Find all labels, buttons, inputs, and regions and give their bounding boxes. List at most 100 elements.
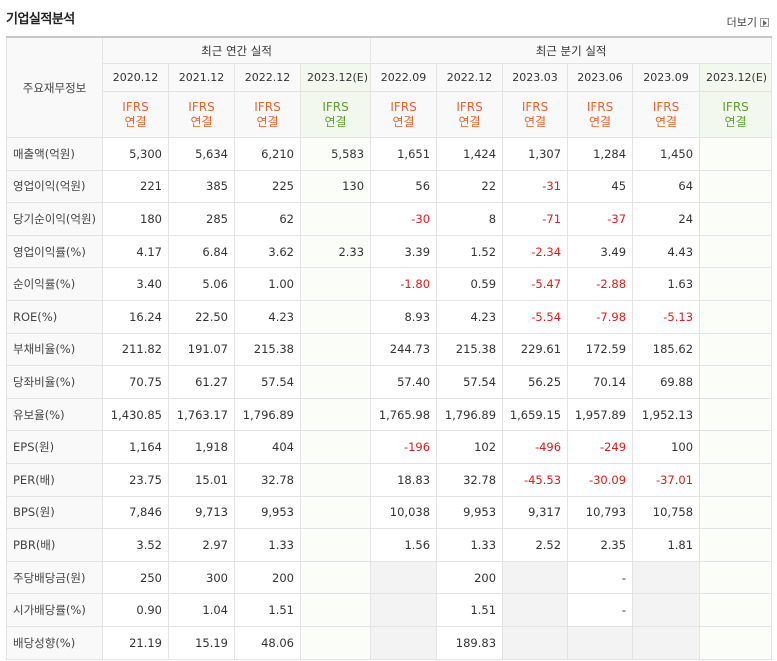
value-cell: 1,763.17	[168, 397, 235, 432]
period-header: 2023.03	[502, 63, 569, 92]
value-cell: 1,796.89	[234, 397, 301, 432]
value-cell: 2.35	[567, 528, 634, 562]
value-cell: 5,583	[299, 137, 372, 171]
accounting-standard: IFRS	[456, 99, 483, 114]
value-cell: -7.98	[567, 299, 634, 334]
value-cell: 8	[436, 202, 504, 236]
row-label: 주당배당금(원)	[6, 560, 103, 595]
row-label: 배당성향(%)	[6, 625, 103, 660]
value-cell: 5,634	[168, 137, 235, 171]
value-cell: -	[567, 593, 634, 627]
value-cell: 4.43	[632, 234, 701, 269]
data-row: PER(배) 23.75 15.01 32.78 18.83 32.78 -45.53 -30…	[6, 462, 773, 497]
data-row: 유보율(%) 1,430.85 1,763.17 1,796.89 1,765.98 1,…	[6, 397, 773, 432]
more-icon[interactable]	[760, 17, 769, 27]
header-row: 2020.12 2021.12 2022.12 2023.12(E) 2022.09 20…	[7, 63, 773, 92]
consolidation-type: 연결	[589, 114, 612, 129]
empty-cell	[299, 332, 372, 367]
value-cell: 5,300	[102, 137, 169, 171]
value-cell: -30.09	[567, 462, 634, 497]
value-cell: 3.52	[102, 528, 169, 562]
consolidation-type: 연결	[124, 114, 147, 129]
data-row: PBR(배) 3.52 2.97 1.33 1.56 1.33 2.52 2.35 1.81	[6, 528, 773, 562]
empty-cell	[370, 593, 438, 627]
value-cell: 15.19	[168, 625, 235, 660]
value-cell: 1,765.98	[370, 397, 438, 432]
value-cell: 2.33	[299, 234, 372, 269]
value-cell: 21.19	[102, 625, 169, 660]
corner-header: 주요재무정보	[6, 36, 103, 138]
empty-cell	[299, 593, 372, 627]
value-cell: 189.83	[436, 625, 504, 660]
section-title: 기업실적분석	[6, 12, 75, 27]
row-label: BPS(원)	[6, 495, 103, 530]
empty-cell	[299, 462, 372, 497]
financial-table: 주요재무정보 최근 연간 실적 최근 분기 실적 2020.12 2021.12 2022…	[6, 36, 773, 660]
accounting-standard: IFRS	[586, 99, 614, 114]
row-label: PBR(배)	[6, 528, 103, 562]
row-label: PER(배)	[6, 462, 103, 497]
row-label: 당좌비율(%)	[6, 365, 103, 399]
value-cell: 1,957.89	[567, 397, 634, 432]
value-cell: 0.90	[102, 593, 169, 627]
value-cell: 4.17	[102, 234, 169, 269]
value-cell: 4.23	[436, 299, 504, 334]
value-cell: 56.25	[502, 365, 569, 399]
value-cell: 1,796.89	[436, 397, 504, 432]
consolidation-type: 연결	[324, 114, 347, 129]
accounting-standard: IFRS	[122, 99, 149, 114]
value-cell: 70.14	[567, 365, 634, 399]
value-cell: 1,918	[168, 430, 235, 464]
more-link[interactable]: 더보기	[727, 14, 769, 30]
basis-header: IFRS 연결	[102, 91, 169, 138]
value-cell: -30	[370, 202, 438, 236]
value-cell: 64	[632, 169, 701, 204]
value-cell: 22.50	[168, 299, 235, 334]
value-cell: -5.54	[502, 299, 569, 334]
value-cell: 2.97	[168, 528, 235, 562]
consolidation-type: 연결	[392, 114, 415, 129]
empty-cell	[699, 625, 773, 660]
value-cell: 70.75	[102, 365, 169, 399]
value-cell: 215.38	[234, 332, 301, 367]
empty-cell	[632, 593, 701, 627]
value-cell: 185.62	[632, 332, 701, 367]
empty-cell	[699, 365, 773, 399]
value-cell: 1,430.85	[102, 397, 169, 432]
basis-header: IFRS 연결	[502, 91, 569, 138]
empty-cell	[299, 625, 372, 660]
value-cell: -1.80	[370, 267, 438, 301]
value-cell: 8.93	[370, 299, 438, 334]
data-row: BPS(원) 7,846 9,713 9,953 10,038 9,953 9,317 10,…	[6, 495, 773, 530]
data-row: 매출액(억원) 5,300 5,634 6,210 5,583 1,651 1,424 1,3…	[6, 137, 773, 171]
value-cell: 23.75	[102, 462, 169, 497]
value-cell: 45	[567, 169, 634, 204]
value-cell: 300	[168, 560, 235, 595]
value-cell: 6,210	[234, 137, 301, 171]
empty-cell	[699, 267, 773, 301]
value-cell: 1,450	[632, 137, 701, 171]
empty-cell	[299, 267, 372, 301]
value-cell: 225	[234, 169, 301, 204]
value-cell: 22	[436, 169, 504, 204]
data-row: 배당성향(%) 21.19 15.19 48.06 189.83	[6, 625, 773, 660]
value-cell: 1,284	[567, 137, 634, 171]
empty-cell	[699, 495, 773, 530]
empty-cell	[299, 397, 372, 432]
group-header: 최근 분기 실적	[370, 36, 773, 64]
data-row: 영업이익(억원) 221 385 225 130 56 22 -31 45 64	[6, 169, 773, 204]
value-cell: 215.38	[436, 332, 504, 367]
data-row: 순이익률(%) 3.40 5.06 1.00 -1.80 0.59 -5.47 -2.88 1.…	[6, 267, 773, 301]
value-cell: 1.81	[632, 528, 701, 562]
data-row: 주당배당금(원) 250 300 200 200-	[6, 560, 773, 595]
more-text[interactable]: 더보기	[726, 16, 757, 29]
value-cell: 6.84	[168, 234, 235, 269]
value-cell: -37	[567, 202, 634, 236]
basis-header: IFRS 연결	[632, 91, 701, 138]
value-cell: 3.62	[234, 234, 301, 269]
data-row: ROE(%) 16.24 22.50 4.23 8.93 4.23 -5.54 -7.98 -5…	[6, 299, 773, 334]
accounting-standard: IFRS	[254, 99, 281, 114]
empty-cell	[502, 593, 569, 627]
value-cell: -2.34	[502, 234, 569, 269]
value-cell: 3.39	[370, 234, 438, 269]
